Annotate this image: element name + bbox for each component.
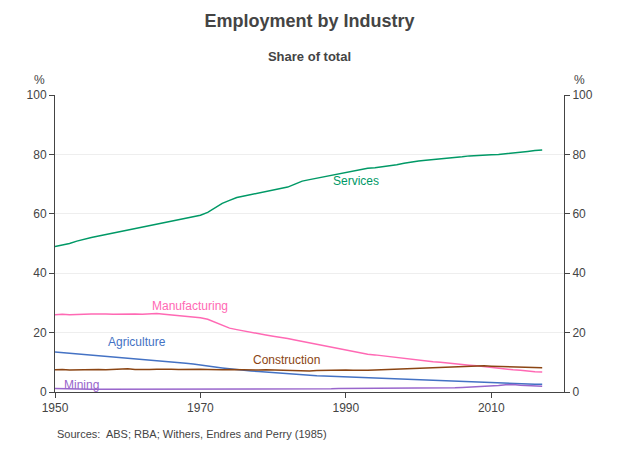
- svg-text:40: 40: [572, 266, 586, 280]
- svg-text:1950: 1950: [42, 401, 69, 415]
- svg-text:Share of total: Share of total: [268, 49, 351, 64]
- svg-text:Mining: Mining: [64, 378, 99, 392]
- svg-text:60: 60: [572, 207, 586, 221]
- svg-text:2010: 2010: [478, 401, 505, 415]
- svg-text:80: 80: [33, 148, 47, 162]
- svg-text:20: 20: [572, 326, 586, 340]
- svg-text:Construction: Construction: [253, 353, 320, 367]
- svg-text:Sources: ABS; RBA; Withers, E: Sources: ABS; RBA; Withers, Endres and P…: [57, 428, 327, 440]
- svg-text:%: %: [34, 73, 45, 87]
- svg-text:80: 80: [572, 148, 586, 162]
- svg-text:Agriculture: Agriculture: [108, 335, 166, 349]
- svg-text:Services: Services: [333, 174, 379, 188]
- svg-text:100: 100: [27, 88, 47, 102]
- svg-text:Employment by Industry: Employment by Industry: [204, 11, 414, 31]
- svg-text:1970: 1970: [187, 401, 214, 415]
- svg-text:0: 0: [40, 385, 47, 399]
- svg-text:20: 20: [33, 326, 47, 340]
- svg-text:40: 40: [33, 266, 47, 280]
- svg-text:0: 0: [572, 385, 579, 399]
- svg-text:%: %: [574, 73, 585, 87]
- svg-text:1990: 1990: [333, 401, 360, 415]
- svg-text:100: 100: [572, 88, 592, 102]
- svg-text:60: 60: [33, 207, 47, 221]
- svg-text:Manufacturing: Manufacturing: [152, 299, 228, 313]
